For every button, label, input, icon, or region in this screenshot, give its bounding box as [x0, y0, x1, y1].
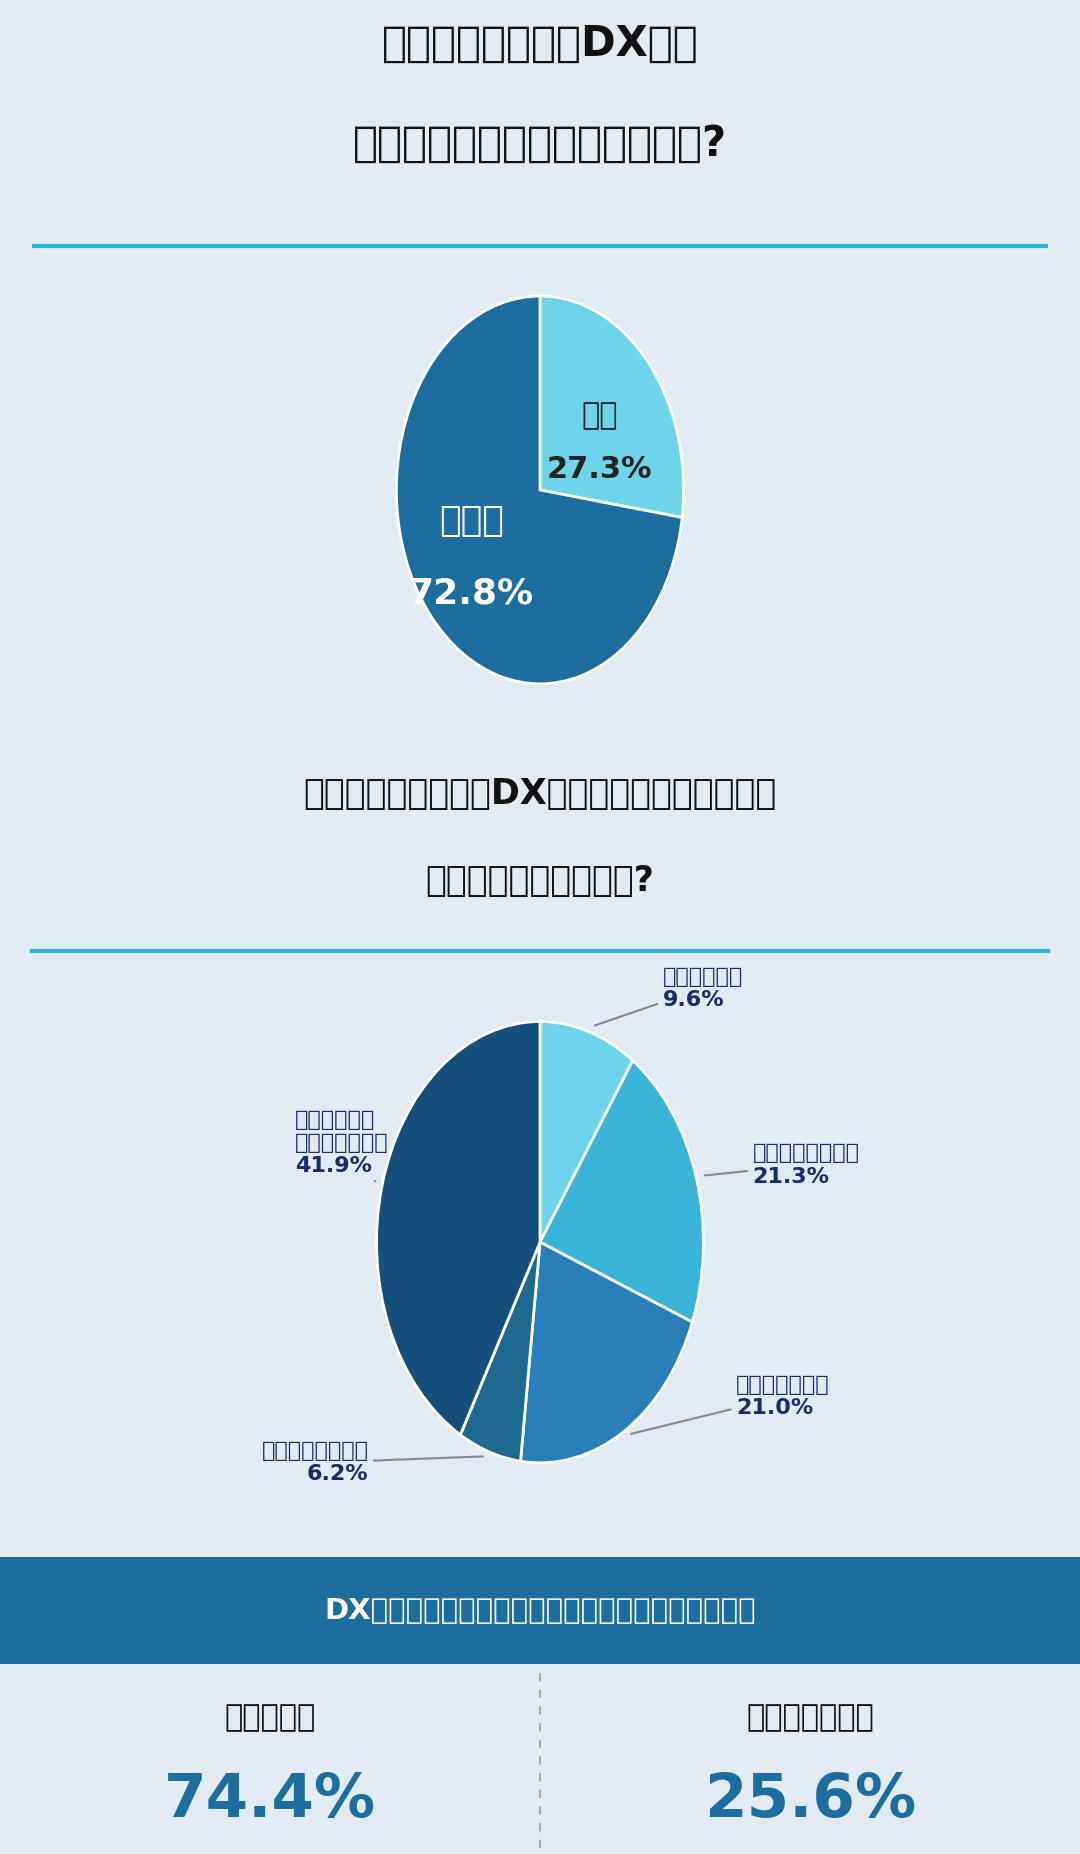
- Text: まったく感じない
6.2%: まったく感じない 6.2%: [261, 1441, 483, 1485]
- Text: 大いに感じる
9.6%: 大いに感じる 9.6%: [595, 966, 743, 1025]
- Wedge shape: [540, 1060, 703, 1322]
- Text: 「あなた自身」は、DX化が進んでいないことに: 「あなた自身」は、DX化が進んでいないことに: [303, 777, 777, 812]
- Text: いいえ: いいえ: [438, 504, 503, 538]
- Wedge shape: [521, 1242, 692, 1463]
- Wedge shape: [540, 297, 684, 517]
- FancyBboxPatch shape: [0, 1557, 1080, 1665]
- Text: DX化が進んでいないことに「課題を感じる」と回答: DX化が進んでいないことに「課題を感じる」と回答: [324, 1596, 756, 1624]
- Text: 感じることがある
21.3%: 感じることがある 21.3%: [705, 1144, 860, 1187]
- Text: 十分に進んでいると思いますか?: 十分に進んでいると思いますか?: [353, 122, 727, 165]
- Text: わからない・
意識していない
41.9%: わからない・ 意識していない 41.9%: [295, 1111, 389, 1181]
- Wedge shape: [377, 1022, 540, 1435]
- Text: あまり感じない
21.0%: あまり感じない 21.0%: [631, 1376, 829, 1433]
- Wedge shape: [540, 1022, 633, 1242]
- Text: 25.6%: 25.6%: [704, 1771, 916, 1830]
- Wedge shape: [460, 1242, 540, 1461]
- Text: 転職したい: 転職したい: [225, 1702, 315, 1732]
- Text: 転職したくない: 転職したくない: [746, 1702, 874, 1732]
- Wedge shape: [396, 297, 683, 684]
- Text: 27.3%: 27.3%: [546, 454, 652, 484]
- Text: 74.4%: 74.4%: [164, 1771, 376, 1830]
- Text: はい: はい: [581, 400, 618, 430]
- Text: あなたの勤務先はDX化が: あなたの勤務先はDX化が: [381, 22, 699, 65]
- Text: 課題を感じていますか?: 課題を感じていますか?: [426, 864, 654, 897]
- Text: 72.8%: 72.8%: [408, 577, 534, 610]
